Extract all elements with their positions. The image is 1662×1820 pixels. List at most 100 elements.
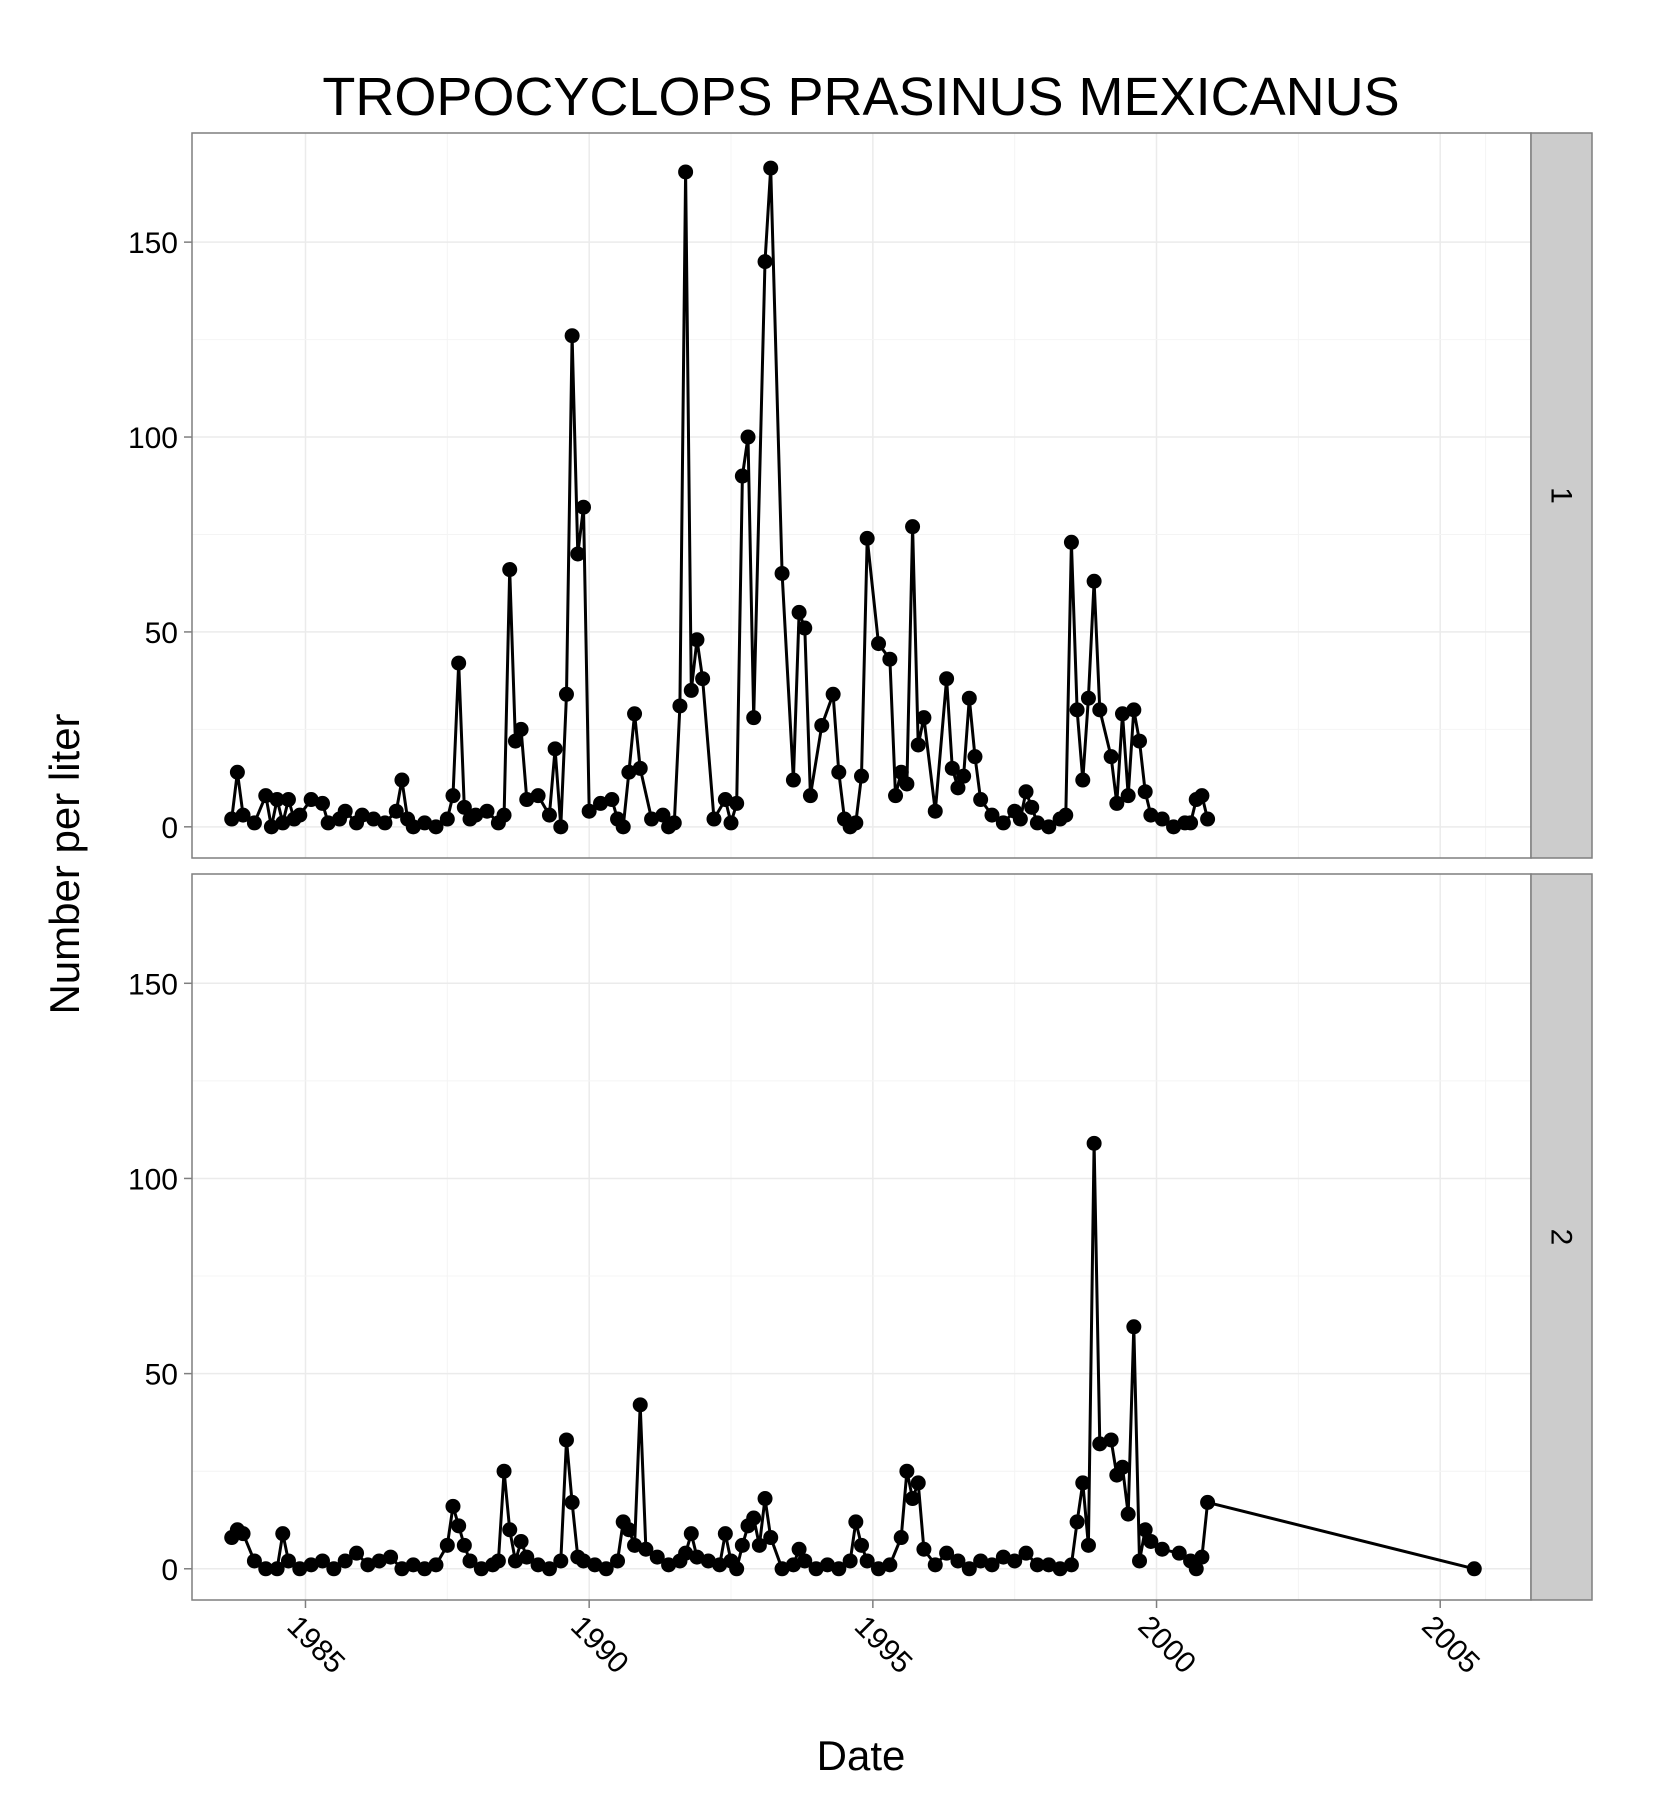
data-point [621, 1522, 637, 1538]
data-point [1052, 1561, 1068, 1577]
data-point [587, 1557, 603, 1573]
data-point [1086, 1135, 1102, 1151]
data-point [564, 1494, 580, 1510]
data-point [973, 792, 989, 808]
data-point [638, 1541, 654, 1557]
data-point [314, 795, 330, 811]
data-point [910, 1475, 926, 1491]
data-point [530, 788, 546, 804]
data-point [553, 1553, 569, 1569]
data-point [859, 1553, 875, 1569]
data-point [950, 1553, 966, 1569]
data-points [224, 160, 1216, 835]
data-point [598, 1561, 614, 1577]
data-point [405, 1557, 421, 1573]
data-point [496, 1463, 512, 1479]
data-point [916, 710, 932, 726]
data-point [558, 1432, 574, 1448]
data-point [1012, 811, 1028, 827]
data-point [360, 1557, 376, 1573]
data-point [899, 776, 915, 792]
data-point [984, 807, 1000, 823]
data-point [672, 698, 688, 714]
data-point [683, 682, 699, 698]
data-point [502, 562, 518, 578]
data-point [859, 530, 875, 546]
data-point [513, 1533, 529, 1549]
data-point [984, 1557, 1000, 1573]
data-point [774, 1561, 790, 1577]
data-point [871, 1561, 887, 1577]
data-point [961, 690, 977, 706]
data-point [632, 760, 648, 776]
panel-1: 1 0 50 100 150 [128, 132, 1593, 859]
data-point [479, 803, 495, 819]
data-point [882, 1557, 898, 1573]
data-point [246, 815, 262, 831]
data-point [888, 788, 904, 804]
data-point [797, 1553, 813, 1569]
data-point [275, 815, 291, 831]
x-tick-label: 2000 [1132, 1610, 1203, 1681]
data-point [558, 686, 574, 702]
data-point [490, 1553, 506, 1569]
data-point [1024, 799, 1040, 815]
data-point [842, 1553, 858, 1569]
data-point [1069, 1514, 1085, 1530]
data-point [831, 1561, 847, 1577]
data-point [280, 792, 296, 808]
data-point [700, 1553, 716, 1569]
data-point [961, 1561, 977, 1577]
data-point [944, 760, 960, 776]
data-point [1188, 1561, 1204, 1577]
data-point [746, 1510, 762, 1526]
data-point [627, 706, 643, 722]
data-point [808, 1561, 824, 1577]
data-point [541, 1561, 557, 1577]
data-point [1058, 807, 1074, 823]
data-point [439, 811, 455, 827]
data-point [303, 1557, 319, 1573]
data-point [593, 795, 609, 811]
data-point [326, 1561, 342, 1577]
data-point [456, 799, 472, 815]
data-point [785, 1557, 801, 1573]
data-point [388, 803, 404, 819]
data-point [303, 792, 319, 808]
data-point [797, 620, 813, 636]
chart-title: TROPOCYCLOPS PRASINUS MEXICANUS [322, 67, 1399, 127]
data-point [246, 1553, 262, 1569]
data-point [927, 803, 943, 819]
data-point [621, 764, 637, 780]
data-point [1194, 1549, 1210, 1565]
data-point [575, 499, 591, 515]
data-point [1103, 749, 1119, 765]
data-point [604, 792, 620, 808]
data-point [292, 1561, 308, 1577]
data-point [269, 792, 285, 808]
data-point [1041, 1557, 1057, 1573]
data-point [1120, 1506, 1136, 1522]
data-point [1092, 1436, 1108, 1452]
data-point [678, 164, 694, 180]
data-point [893, 764, 909, 780]
data-point [1103, 1432, 1119, 1448]
data-point [831, 764, 847, 780]
data-point [871, 636, 887, 652]
data-point [1029, 815, 1045, 831]
data-point [1007, 1553, 1023, 1569]
data-point [468, 807, 484, 823]
data-point [967, 749, 983, 765]
data-point [916, 1541, 932, 1557]
data-point [757, 1491, 773, 1507]
data-point [939, 671, 955, 687]
data-point [224, 811, 240, 827]
data-point [848, 1514, 864, 1530]
data-point [956, 768, 972, 784]
data-point [649, 1549, 665, 1565]
data-point [405, 819, 421, 835]
data-point [377, 815, 393, 831]
data-point [1114, 1459, 1130, 1475]
data-point [235, 807, 251, 823]
data-point [785, 772, 801, 788]
